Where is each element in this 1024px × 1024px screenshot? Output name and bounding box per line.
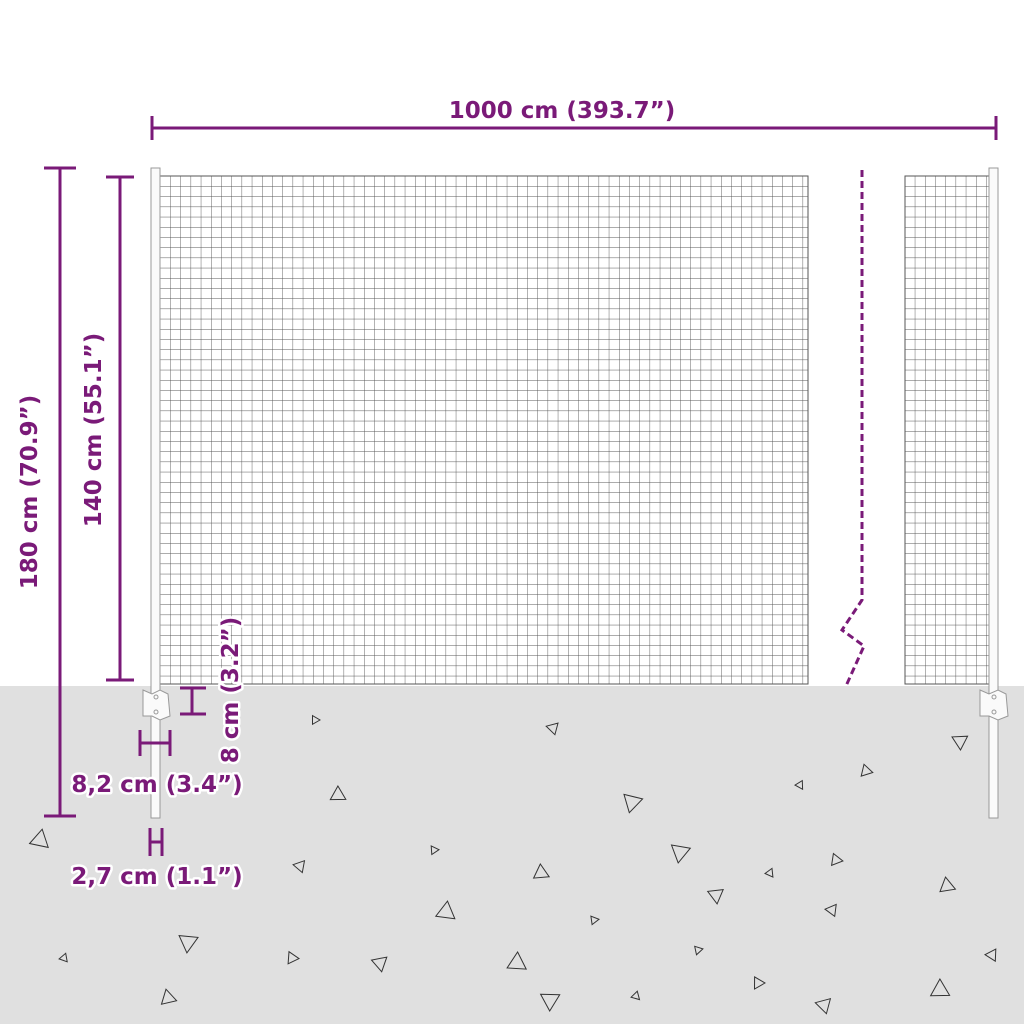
stone xyxy=(370,956,388,973)
post-left xyxy=(142,167,171,819)
stone xyxy=(430,845,441,856)
stone xyxy=(694,945,704,956)
stone xyxy=(824,903,837,918)
stone xyxy=(545,722,559,736)
post-right xyxy=(979,167,1009,819)
stone xyxy=(178,935,199,954)
stone xyxy=(434,900,456,920)
stone xyxy=(670,844,692,864)
stone xyxy=(623,793,644,814)
total-height-label: 180 cm (70.9”) xyxy=(17,395,43,590)
bracket-height-label: 8 cm (3.2”) xyxy=(218,617,244,764)
stone xyxy=(794,779,804,791)
break-line xyxy=(839,170,866,687)
stone xyxy=(753,976,766,990)
stone xyxy=(590,915,601,926)
mesh-panel-left xyxy=(159,175,809,685)
mesh-height-label: 140 cm (55.1”) xyxy=(81,333,107,528)
stone xyxy=(814,997,832,1015)
stone xyxy=(706,889,724,905)
stone xyxy=(983,948,997,963)
ground-stones xyxy=(28,714,997,1015)
stone xyxy=(292,859,306,874)
stone xyxy=(764,867,774,878)
stone xyxy=(506,951,528,970)
stone xyxy=(287,950,300,965)
stone xyxy=(312,714,321,726)
stone xyxy=(28,828,49,849)
stone xyxy=(329,784,347,801)
stone xyxy=(630,990,641,1001)
dimension-lines xyxy=(44,116,998,856)
stone xyxy=(532,863,551,879)
stone xyxy=(539,993,561,1012)
post-diameter-label: 2,7 cm (1.1”) xyxy=(71,864,242,890)
mesh-panel-right xyxy=(904,175,991,685)
stone xyxy=(58,952,68,963)
stone xyxy=(830,852,844,867)
stone xyxy=(929,977,951,997)
stone xyxy=(160,988,178,1005)
bracket-width-label: 8,2 cm (3.4”) xyxy=(71,772,242,798)
width-label: 1000 cm (393.7”) xyxy=(449,98,676,124)
stone xyxy=(860,763,874,777)
stone xyxy=(951,735,969,751)
stone xyxy=(939,876,957,893)
